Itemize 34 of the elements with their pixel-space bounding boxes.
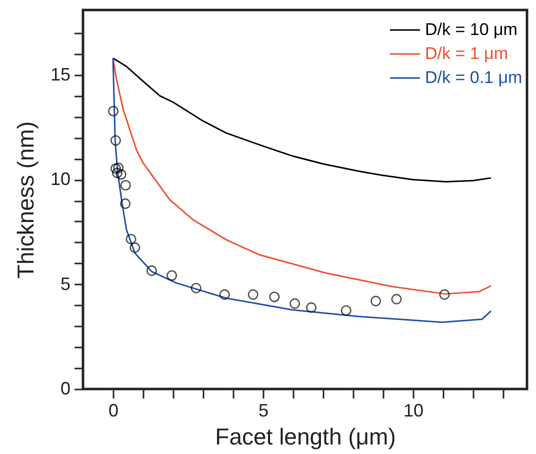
legend-label: D/k = 0.1 μm [425,68,522,87]
point [112,168,122,178]
y-tick-label: 15 [50,64,70,84]
point [248,289,258,300]
point [340,305,352,316]
point [269,292,280,302]
point [219,289,230,300]
point [113,162,124,174]
point [120,180,131,191]
x-tick-label: 5 [258,400,269,420]
point [146,265,157,276]
y-tick-label: 5 [60,274,70,294]
point [120,198,131,209]
point [306,302,317,313]
legend-label: D/k = 1 μm [425,44,508,63]
point [290,298,300,309]
point [391,294,402,304]
y-axis-title: Thickness (nm) [12,121,38,279]
y-tick-label: 10 [50,169,70,190]
point [108,106,119,116]
point [126,234,136,244]
point [439,289,450,300]
point [166,270,178,281]
point [116,169,126,180]
point [370,296,382,306]
legend-label: D/k = 10 μm [425,20,518,39]
y-tick-label: 0 [60,378,70,398]
point [130,242,140,253]
x-tick-label: 0 [108,400,119,420]
point [110,135,121,146]
x-axis-title: Facet length (μm) [215,424,396,450]
point [190,282,202,294]
x-tick-label: 10 [403,400,424,420]
point [110,163,121,174]
